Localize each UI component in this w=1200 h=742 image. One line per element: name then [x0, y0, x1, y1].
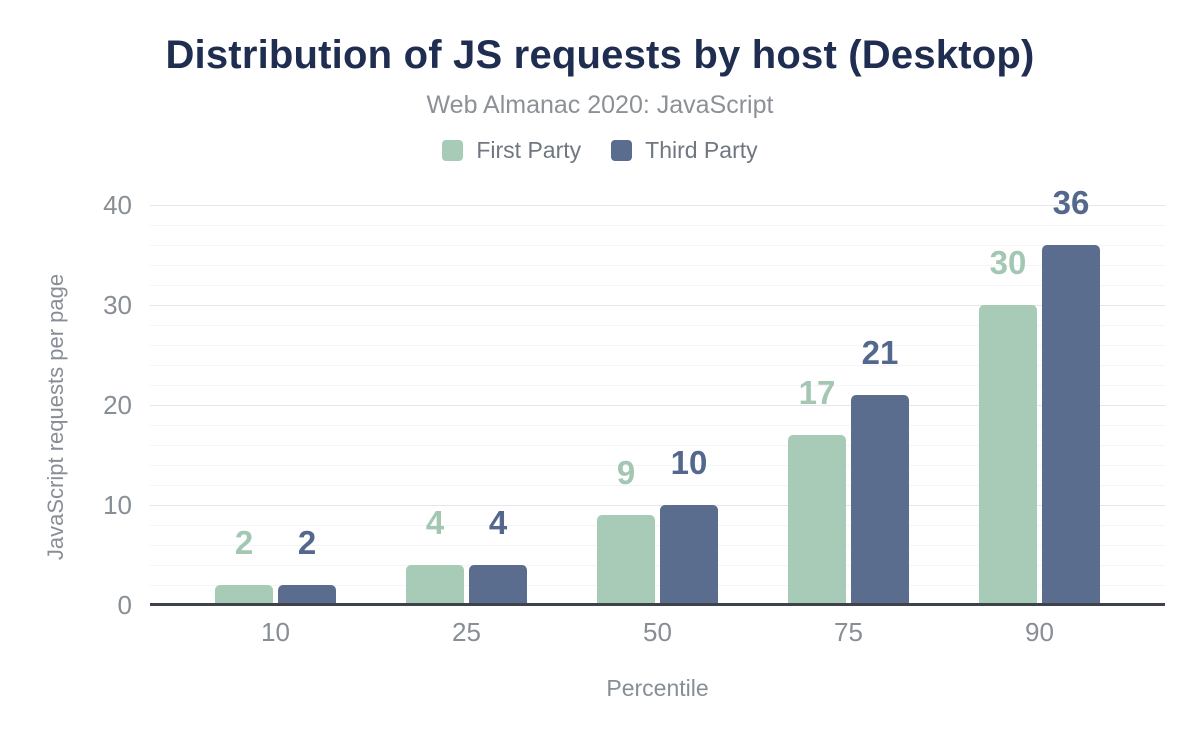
bar-value-label: 2 — [297, 524, 317, 561]
bar-value-label: 10 — [670, 444, 708, 481]
gridline-minor — [150, 244, 1165, 246]
y-axis-ticks: 0 10 20 30 40 — [0, 192, 132, 618]
bar-value-label: 9 — [616, 454, 636, 491]
plot-area: 2 2 4 4 9 10 17 21 30 36 — [150, 186, 1165, 606]
legend-swatch-icon — [611, 140, 633, 161]
bar-column: 21 — [851, 336, 909, 605]
gridline-minor — [150, 384, 1165, 386]
bar-group: 30 36 — [944, 186, 1135, 605]
legend-item: Third Party — [611, 137, 758, 164]
bar-column: 4 — [406, 506, 464, 605]
x-tick-label: 25 — [452, 617, 481, 647]
chart-title: Distribution of JS requests by host (Des… — [165, 33, 1035, 77]
bar-group: 9 10 — [562, 205, 753, 605]
bar-column: 30 — [979, 246, 1037, 605]
legend: First Party Third Party — [0, 137, 1200, 164]
x-axis-ticks: 10 25 50 75 90 — [150, 617, 1165, 648]
gridline-minor — [150, 444, 1165, 446]
gridline-minor — [150, 284, 1165, 286]
legend-label: Third Party — [645, 137, 758, 163]
bar — [851, 395, 909, 605]
bar-value-label: 30 — [989, 244, 1027, 281]
gridline-minor — [150, 564, 1165, 566]
bar-column: 10 — [660, 446, 718, 605]
bar — [788, 435, 846, 605]
gridline-minor — [150, 544, 1165, 546]
bar-value-label: 36 — [1052, 184, 1090, 221]
gridline-minor — [150, 464, 1165, 466]
bar — [597, 515, 655, 605]
gridline-minor — [150, 224, 1165, 226]
gridline-major — [150, 204, 1165, 206]
x-tick-label: 10 — [261, 617, 290, 647]
chart-body: JavaScript requests per page 0 10 20 30 40 2… — [0, 185, 1200, 742]
y-tick-label: 40 — [103, 190, 132, 220]
legend-swatch-icon — [442, 140, 464, 161]
x-tick-label: 50 — [643, 617, 672, 647]
bar-column: 9 — [597, 456, 655, 605]
bar-value-label: 4 — [488, 504, 508, 541]
bar-value-label: 2 — [234, 524, 254, 561]
bar-column: 2 — [278, 526, 336, 605]
gridline-minor — [150, 484, 1165, 486]
gridline-minor — [150, 364, 1165, 366]
legend-label: First Party — [476, 137, 582, 163]
x-axis-title: Percentile — [606, 675, 709, 701]
gridline-major — [150, 504, 1165, 506]
gridline-minor — [150, 344, 1165, 346]
gridline-minor — [150, 264, 1165, 266]
gridline-major — [150, 404, 1165, 406]
bar-groups: 2 2 4 4 9 10 17 21 30 36 — [150, 186, 1165, 605]
x-axis-line — [150, 603, 1165, 606]
bar — [469, 565, 527, 605]
gridline-minor — [150, 424, 1165, 426]
bar-group: 17 21 — [753, 205, 944, 605]
x-tick-label: 75 — [834, 617, 863, 647]
bar — [215, 585, 273, 605]
y-tick-label: 0 — [117, 590, 132, 620]
chart-subtitle: Web Almanac 2020: JavaScript — [426, 91, 774, 119]
y-tick-label: 30 — [103, 290, 132, 320]
bar-value-label: 4 — [425, 504, 445, 541]
gridline-major — [150, 304, 1165, 306]
bar-value-label: 21 — [861, 334, 899, 371]
y-tick-label: 10 — [103, 490, 132, 520]
bar — [406, 565, 464, 605]
bar-column: 36 — [1042, 186, 1100, 605]
bar — [1042, 245, 1100, 605]
x-tick-label: 90 — [1025, 617, 1054, 647]
gridline-minor — [150, 324, 1165, 326]
legend-item: First Party — [442, 137, 581, 164]
y-tick-label: 20 — [103, 390, 132, 420]
bar-column: 4 — [469, 506, 527, 605]
bar-column: 2 — [215, 526, 273, 605]
bar — [979, 305, 1037, 605]
gridline-minor — [150, 524, 1165, 526]
bar-column: 17 — [788, 376, 846, 605]
bar-value-label: 17 — [798, 374, 836, 411]
gridline-minor — [150, 584, 1165, 586]
bar — [660, 505, 718, 605]
bar — [278, 585, 336, 605]
